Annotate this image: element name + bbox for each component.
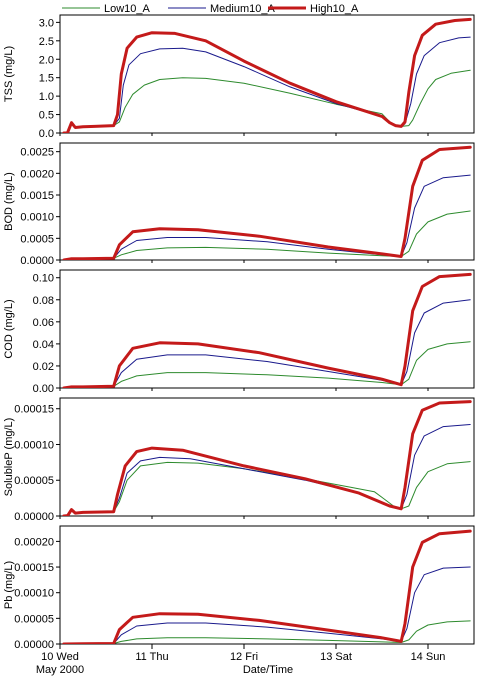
series-line-high10-a [62,400,472,516]
y-tick-label: 1.0 [39,91,54,103]
x-tick-label: 11 Thu [135,651,168,663]
series-line-high10-a [62,17,472,133]
y-tick-label: 0.06 [33,317,54,329]
y-axis-title: TSS (mg/L) [3,46,15,102]
panel-0: 0.0 0.5 1.0 1.5 2.0 2.5 3.0 TSS (mg/L) [3,14,475,140]
y-tick-label: 3.0 [39,17,54,29]
y-axis-title: BOD (mg/L) [3,172,15,231]
series-line-high10-a [62,145,472,260]
panel-frame [59,269,475,389]
y-tick-label: 0.00000 [14,639,54,651]
y-tick-label: 0.0010 [20,212,54,224]
series-group [62,400,472,516]
x-tick-sublabel: May 2000 [36,664,84,676]
x-tick-label: 14 Sun [411,651,446,663]
panel-4: 0.00000 0.00005 0.00010 0.00015 0.00020 Pb (m… [3,525,475,651]
series-group [62,145,472,260]
y-tick-label: 0.0020 [20,168,54,180]
y-tick-label: 0.00010 [14,439,54,451]
series-group [62,529,472,644]
series-line-high10-a [62,529,472,644]
y-tick-label: 0.0000 [20,255,54,267]
panel-frame [59,397,475,517]
series-line-high10-a [62,272,472,388]
y-tick-label: 0.00005 [14,475,54,487]
legend-label: High10_A [310,3,359,15]
y-tick-label: 0.08 [33,295,54,307]
y-tick-label: 0.00 [33,383,54,395]
series-line-medium10-a [63,566,471,644]
y-tick-label: 0.00020 [14,536,54,548]
y-tick-label: 0.04 [33,339,54,351]
y-tick-label: 0.00015 [14,404,54,416]
legend: Low10_A Medium10_A High10_A [62,3,359,15]
x-axis-title: Date/Time [243,664,293,676]
legend-label: Low10_A [104,3,151,15]
y-tick-label: 0.0015 [20,190,54,202]
y-tick-label: 0.10 [33,273,54,285]
y-axis-title: SolubleP (mg/L) [3,418,15,497]
y-tick-label: 1.5 [39,73,54,85]
series-line-low10-a [63,620,471,644]
y-tick-label: 2.0 [39,54,54,66]
y-axis-title: Pb (mg/L) [3,561,15,609]
x-tick-label: 13 Sat [320,651,352,663]
x-tick-label: 10 Wed [41,651,79,663]
y-tick-label: 0.00005 [14,613,54,625]
y-axis-title: COD (mg/L) [3,299,15,358]
series-group [62,17,472,133]
y-tick-label: 0.0 [39,128,54,140]
panel-3: 0.00000 0.00005 0.00010 0.00015 SolubleP (mg… [3,397,475,523]
series-group [62,272,472,388]
y-tick-label: 0.5 [39,110,54,122]
panel-2: 0.00 0.02 0.04 0.06 0.08 0.10 COD (mg/L) [3,269,475,395]
panel-1: 0.0000 0.0005 0.0010 0.0015 0.0020 0.0025 BOD … [3,142,475,267]
y-tick-label: 0.0025 [20,147,54,159]
y-tick-label: 2.5 [39,36,54,48]
y-tick-label: 0.0005 [20,233,54,245]
y-tick-label: 0.00015 [14,562,54,574]
y-tick-label: 0.00000 [14,511,54,523]
x-tick-label: 12 Fri [230,651,258,663]
y-tick-label: 0.00010 [14,588,54,600]
legend-label: Medium10_A [210,3,275,15]
y-tick-label: 0.02 [33,361,54,373]
